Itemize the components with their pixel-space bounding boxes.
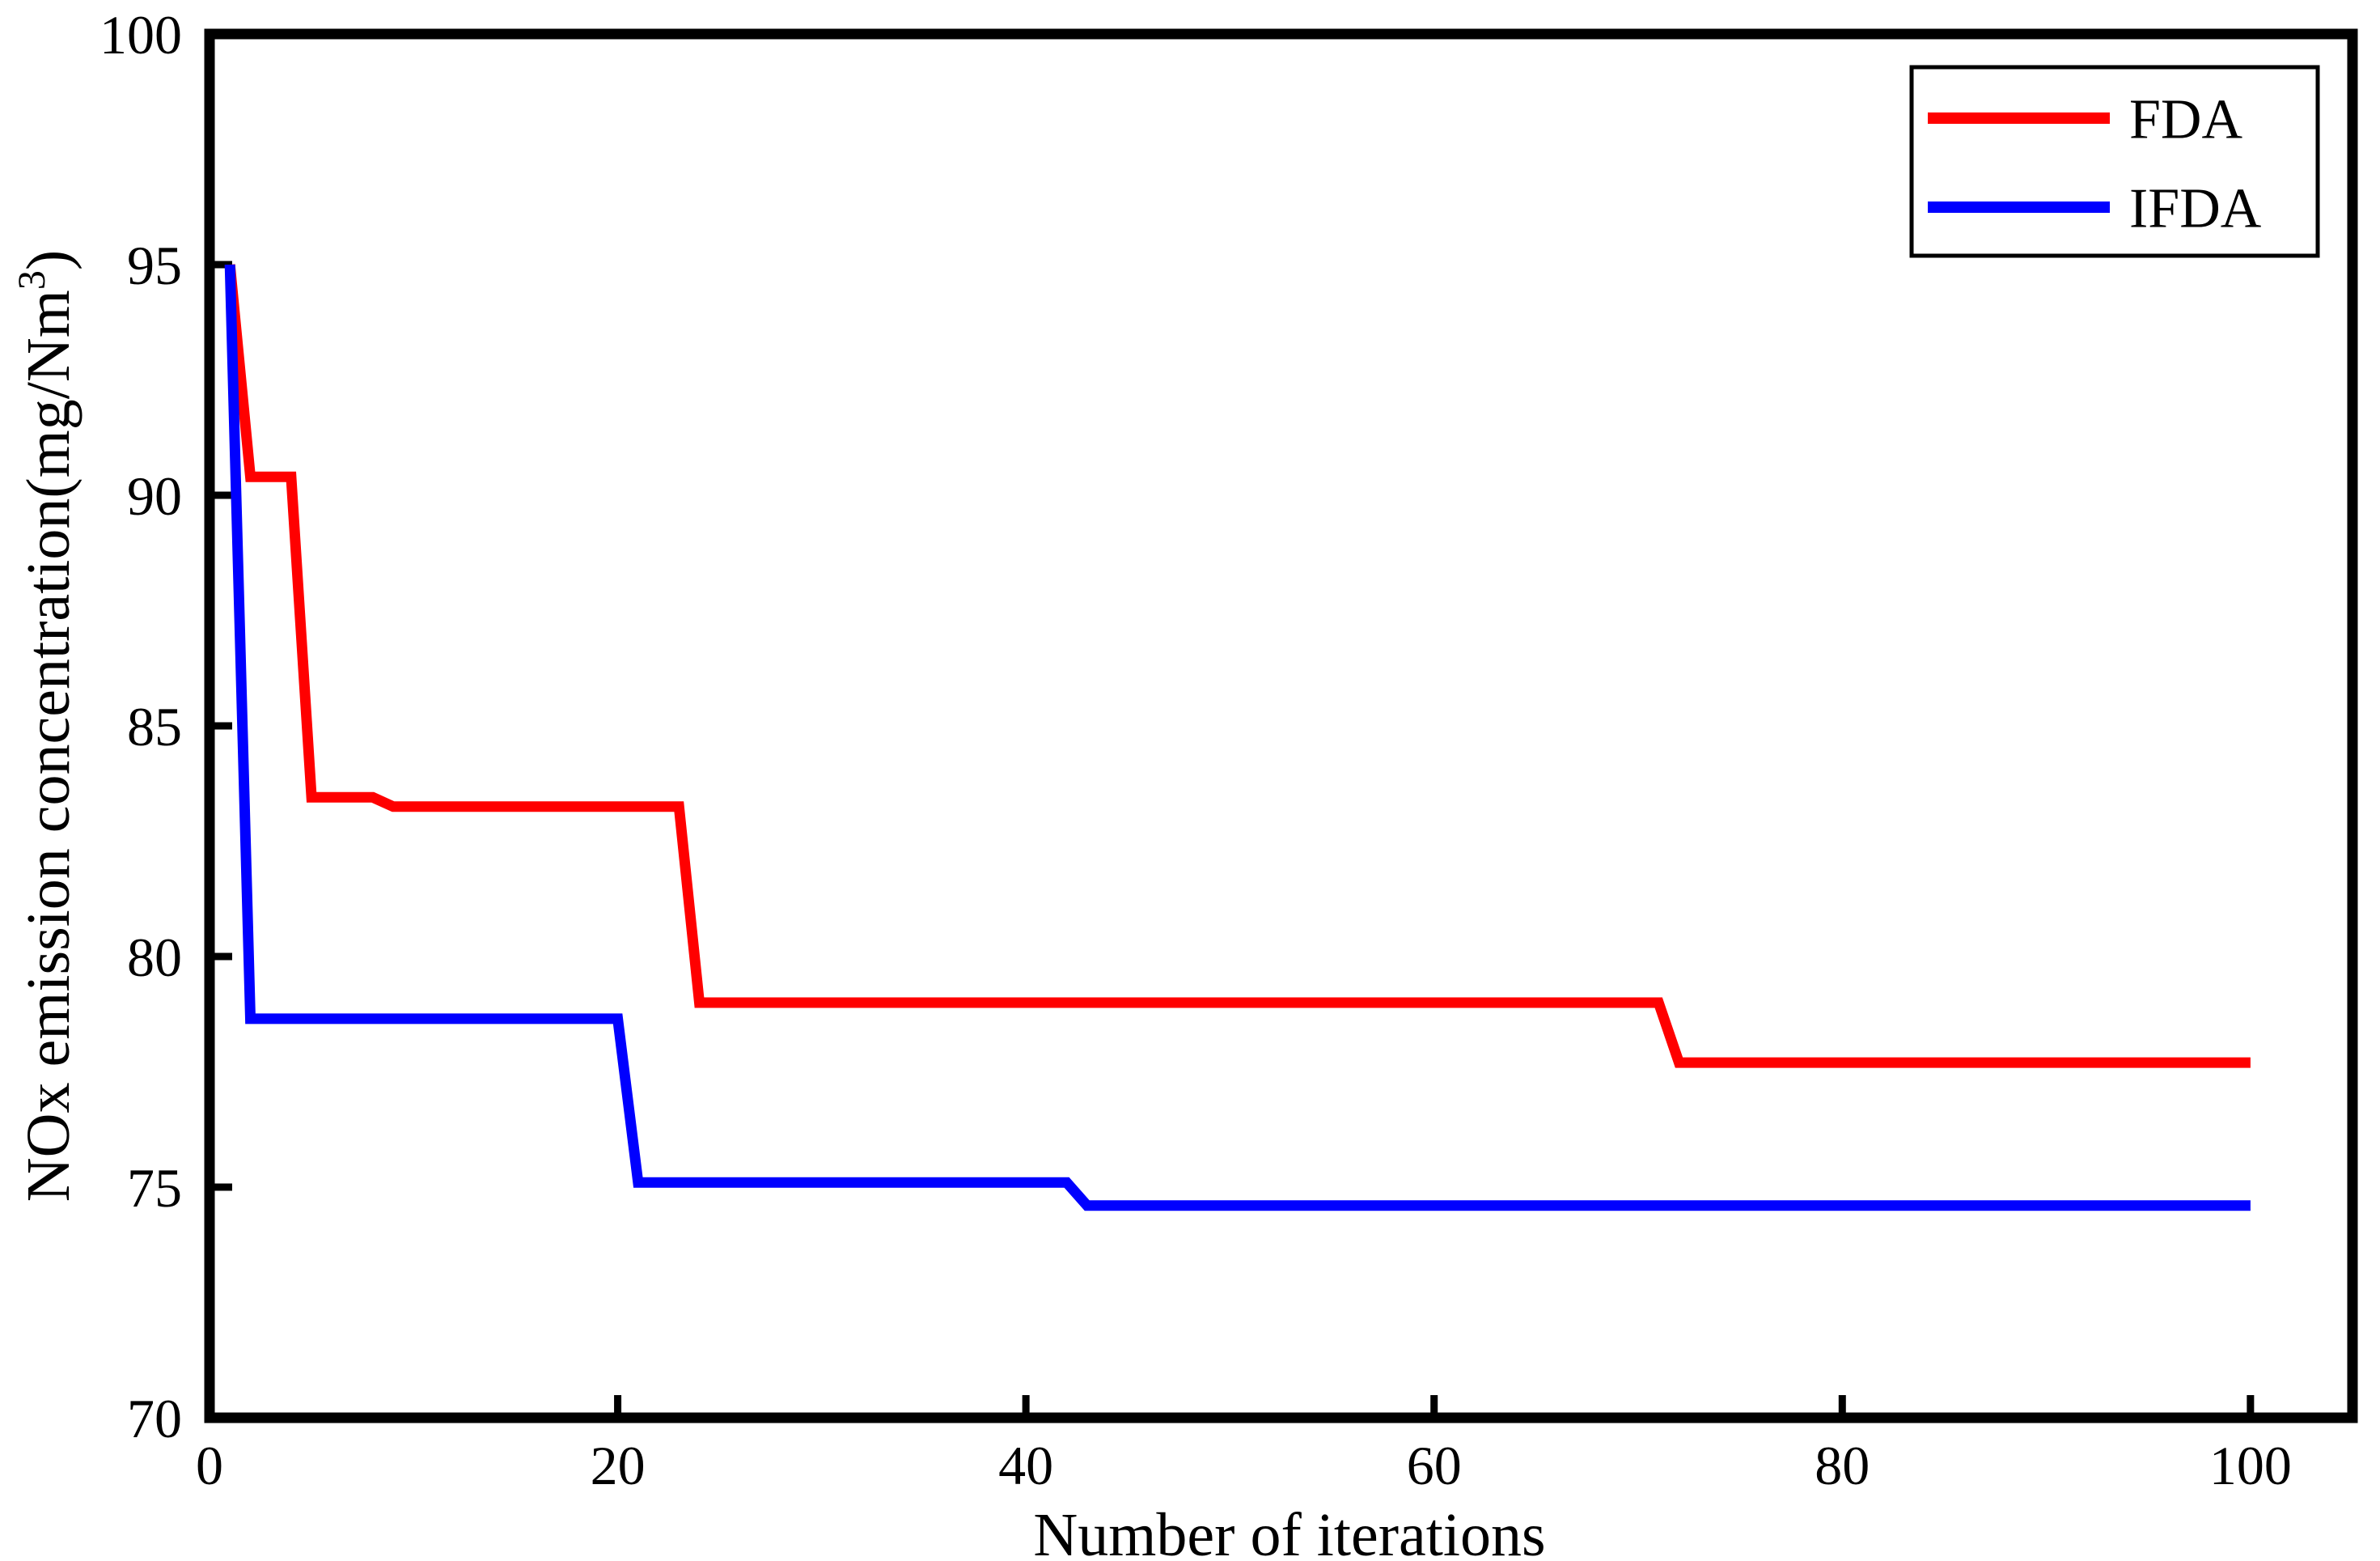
series-line-ifda: [224, 264, 2251, 1211]
legend-box: [1909, 65, 2320, 258]
y-axis-label-main: NOx emission concentration(mg/Nm: [15, 290, 83, 1202]
y-tick-label-95: 95: [127, 235, 182, 296]
y-axis-label-superscript: 3: [11, 270, 53, 290]
plot-border: [204, 28, 2358, 1423]
y-axis-label: NOx emission concentration(mg/Nm3): [11, 250, 83, 1202]
legend-label-ifda: IFDA: [2129, 178, 2262, 240]
x-tick-label-60: 60: [1407, 1435, 1462, 1496]
y-tick-label-90: 90: [127, 465, 182, 527]
x-axis-label: Number of iterations: [1033, 1501, 1545, 1561]
series-line-fda: [224, 264, 2251, 1068]
legend: FDA IFDA: [1909, 65, 2320, 258]
y-tick-label-75: 75: [127, 1157, 182, 1219]
data-series: [224, 264, 2251, 1211]
y-tick-label-100: 100: [100, 4, 182, 66]
axis-ticks: 0 20 40 60 80 100 70 75 80 85 90 95 100: [100, 4, 2292, 1496]
legend-label-fda: FDA: [2129, 89, 2242, 151]
x-tick-label-80: 80: [1815, 1435, 1870, 1496]
x-tick-label-100: 100: [2209, 1435, 2292, 1496]
y-tick-label-85: 85: [127, 696, 182, 757]
y-tick-label-70: 70: [127, 1388, 182, 1449]
x-tick-label-0: 0: [196, 1435, 223, 1496]
x-tick-label-40: 40: [998, 1435, 1053, 1496]
y-axis-label-close: ): [15, 250, 83, 270]
x-tick-label-20: 20: [591, 1435, 646, 1496]
y-tick-label-80: 80: [127, 927, 182, 988]
